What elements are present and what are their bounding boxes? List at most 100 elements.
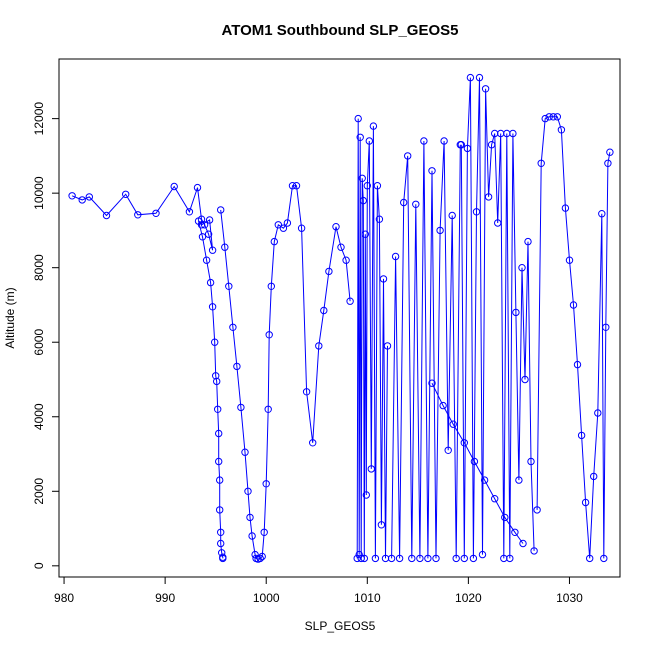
data-point (78, 196, 86, 204)
data-point (594, 409, 602, 417)
data-point (342, 256, 350, 264)
data-point (233, 362, 241, 371)
y-axis-label: Altitude (m) (3, 287, 17, 348)
data-point (279, 224, 288, 232)
data-point (206, 278, 215, 287)
data-point (134, 211, 142, 219)
data-point (258, 552, 266, 561)
data-point (469, 554, 478, 563)
data-point (229, 323, 237, 331)
data-point (302, 388, 311, 396)
data-point (85, 193, 94, 201)
data-point (484, 193, 493, 201)
data-point (256, 554, 264, 563)
data-point (449, 420, 457, 428)
data-point (292, 182, 301, 190)
series-line (431, 382, 524, 544)
data-point (212, 372, 220, 380)
data-point (358, 174, 366, 183)
data-point (216, 476, 224, 484)
data-point (297, 224, 306, 232)
data-point (494, 219, 502, 227)
data-point (185, 208, 194, 216)
data-point (537, 159, 545, 168)
data-point (463, 144, 472, 153)
x-tick-label: 980 (54, 591, 74, 605)
data-point (480, 476, 489, 484)
data-point (549, 113, 557, 121)
data-point (346, 297, 354, 305)
data-point (248, 532, 256, 540)
series-4 (387, 137, 464, 563)
data-point (217, 539, 225, 548)
y-tick-label: 0 (32, 562, 46, 569)
data-point (439, 401, 447, 410)
data-point (521, 375, 529, 384)
data-point (481, 85, 490, 93)
data-point (395, 554, 404, 563)
data-point (371, 554, 380, 563)
data-point (604, 159, 612, 168)
data-point (400, 198, 408, 207)
data-point (200, 221, 209, 229)
data-point (204, 230, 213, 238)
data-point (475, 73, 484, 82)
data-point (213, 377, 221, 386)
data-point (325, 267, 333, 276)
x-tick-label: 1030 (556, 591, 583, 605)
data-point (260, 528, 268, 536)
data-point (377, 521, 386, 529)
data-point (288, 182, 297, 190)
data-point (509, 129, 517, 138)
data-point (375, 215, 384, 223)
plot-frame (58, 58, 621, 578)
series-layer (68, 73, 614, 563)
data-point (152, 209, 160, 218)
data-point (359, 196, 367, 205)
data-point (527, 457, 535, 466)
data-point (530, 547, 538, 555)
data-point (553, 113, 561, 121)
x-tick-label: 1010 (354, 591, 381, 605)
y-tick-label: 6000 (32, 329, 46, 356)
data-point (436, 226, 444, 235)
data-point (440, 137, 448, 145)
chart-title: ATOM1 Southbound SLP_GEOS5 (222, 22, 459, 39)
data-point (246, 513, 254, 522)
data-point (460, 554, 468, 563)
series-3 (353, 114, 392, 563)
series-line (71, 185, 224, 559)
data-point (586, 554, 594, 563)
data-point (219, 554, 227, 563)
data-point (600, 554, 608, 563)
data-point (598, 210, 606, 218)
y-tick-label: 4000 (32, 403, 46, 430)
data-point (367, 465, 375, 473)
data-point (581, 498, 590, 507)
series-line (460, 77, 535, 559)
data-point (515, 476, 523, 484)
data-point (218, 549, 226, 557)
data-point (208, 303, 217, 311)
data-point (569, 301, 578, 309)
x-axis-label: SLP_GEOS5 (305, 619, 376, 633)
data-point (383, 342, 392, 350)
data-point (216, 506, 224, 514)
data-point (360, 554, 368, 563)
data-point (524, 237, 532, 246)
data-point (428, 167, 436, 175)
data-point (274, 221, 282, 229)
series-2 (217, 182, 354, 563)
data-point (217, 528, 225, 536)
y-tick-label: 10000 (32, 176, 46, 210)
series-line (536, 116, 611, 559)
data-point (354, 114, 362, 123)
y-tick-label: 2000 (32, 478, 46, 505)
data-point (541, 114, 549, 123)
data-point (225, 282, 233, 290)
data-point (557, 126, 566, 134)
data-point (270, 237, 278, 246)
data-point (215, 457, 223, 466)
x-tick-label: 990 (155, 591, 175, 605)
series-5 (457, 73, 538, 563)
